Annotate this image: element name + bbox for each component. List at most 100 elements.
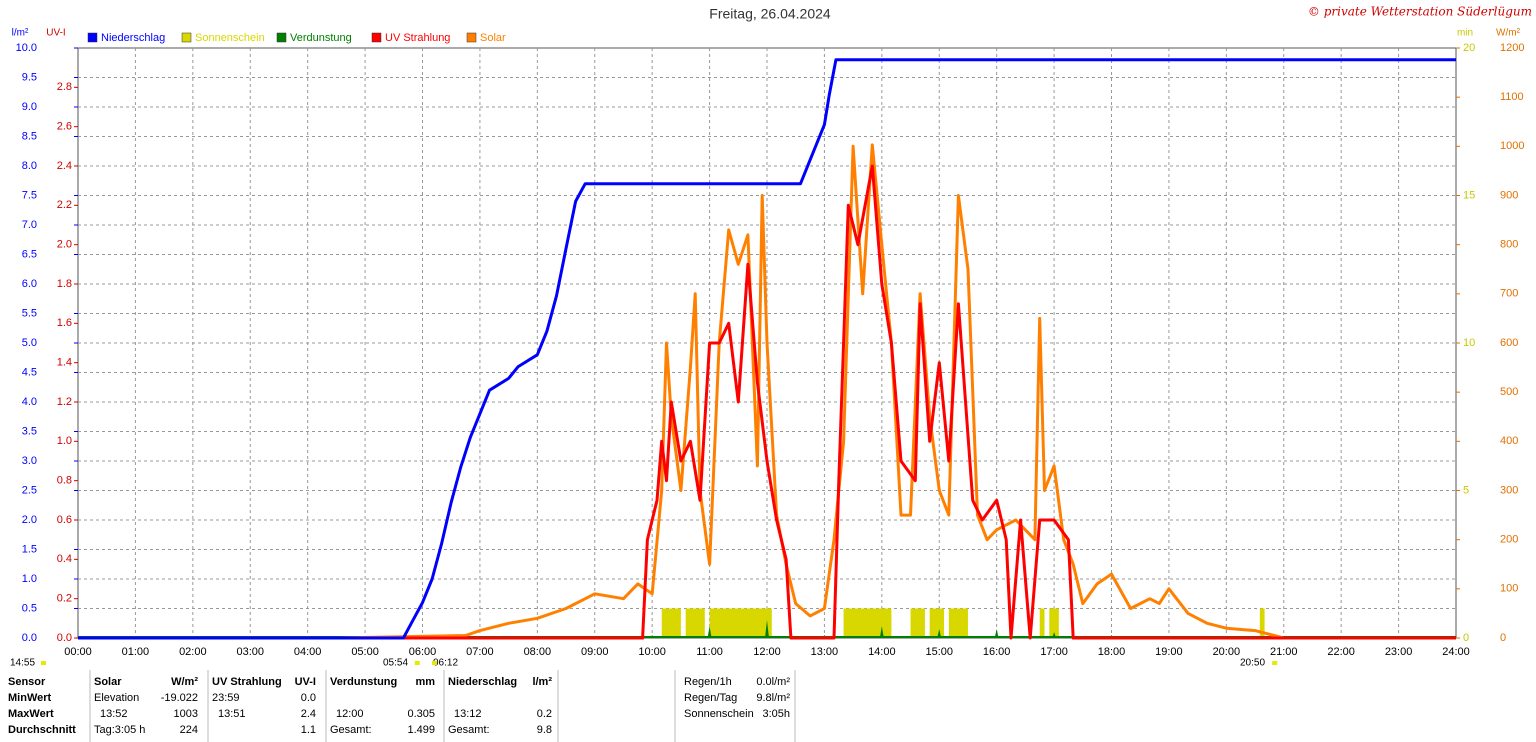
x-tick-label: 19:00 — [1155, 646, 1183, 658]
legend-swatch — [276, 32, 287, 43]
evaporation-spike — [937, 629, 942, 638]
y-tick-label: 1.6 — [57, 317, 72, 329]
y-tick-label: 300 — [1500, 484, 1518, 496]
cell: 13:12 — [454, 708, 482, 720]
chart-title: Freitag, 26.04.2024 — [709, 6, 831, 22]
row-label: MaxWert — [8, 708, 54, 720]
x-tick-label: 05:00 — [351, 646, 379, 658]
y-tick-label: 7.0 — [22, 219, 37, 231]
y-tick-label: 0.8 — [57, 475, 72, 487]
cell-value: 224 — [180, 724, 198, 736]
sun-marker — [431, 661, 437, 665]
y-tick-label: 800 — [1500, 239, 1518, 251]
evaporation-spike — [994, 629, 999, 638]
y-tick-label: 400 — [1500, 435, 1518, 447]
cell-value: 9.8 — [537, 724, 552, 736]
cell-value: 2.4 — [301, 708, 316, 720]
sunshine-bar — [1259, 608, 1265, 638]
y-tick-label: 1.2 — [57, 396, 72, 408]
y-tick-label: 5.5 — [22, 307, 37, 319]
y-tick-label: 1.4 — [57, 357, 72, 369]
x-tick-label: 17:00 — [1040, 646, 1068, 658]
x-tick-label: 02:00 — [179, 646, 207, 658]
evaporation-spike — [1052, 632, 1057, 638]
cell-value: 1.499 — [407, 724, 435, 736]
cell-value: 0.2 — [537, 708, 552, 720]
y-tick-label: 6.0 — [22, 278, 37, 290]
y-tick-label: 2.0 — [22, 514, 37, 526]
legend-swatch — [181, 32, 192, 43]
y-tick-label: 0.5 — [22, 602, 37, 614]
y-tick-label: 0.6 — [57, 514, 72, 526]
axis-unit: UV-I — [46, 28, 65, 39]
y-tick-label: 2.5 — [22, 484, 37, 496]
x-tick-label: 01:00 — [122, 646, 150, 658]
legend-swatch — [371, 32, 382, 43]
x-tick-label: 23:00 — [1385, 646, 1413, 658]
x-tick-label: 24:00 — [1442, 646, 1470, 658]
sunshine-bar — [910, 608, 925, 638]
x-tick-label: 10:00 — [638, 646, 666, 658]
y-tick-label: 3.5 — [22, 425, 37, 437]
group-unit: W/m² — [171, 676, 198, 688]
y-tick-label: 4.5 — [22, 366, 37, 378]
y-tick-label: 1.8 — [57, 278, 72, 290]
y-tick-label: 0 — [1463, 632, 1469, 644]
y-tick-label: 2.6 — [57, 121, 72, 133]
x-tick-label: 22:00 — [1327, 646, 1355, 658]
y-tick-label: 1.0 — [57, 435, 72, 447]
evaporation-spike — [879, 626, 884, 638]
group-title: Niederschlag — [448, 676, 517, 688]
sunshine-bar — [929, 608, 945, 638]
sun-marker — [1272, 661, 1278, 665]
y-tick-label: 600 — [1500, 337, 1518, 349]
y-tick-label: 15 — [1463, 189, 1475, 201]
cell: 23:59 — [212, 692, 240, 704]
cell-value: 0.0 — [301, 692, 316, 704]
summary-label: Sonnenschein — [684, 708, 754, 720]
cell: Tag:3:05 h — [94, 724, 145, 736]
y-tick-label: 8.0 — [22, 160, 37, 172]
x-tick-label: 12:00 — [753, 646, 781, 658]
x-tick-label: 00:00 — [64, 646, 92, 658]
group-unit: UV-I — [295, 676, 316, 688]
y-tick-label: 0.0 — [22, 632, 37, 644]
summary-value: 3:05h — [762, 708, 790, 720]
group-unit: l/m² — [532, 676, 552, 688]
x-tick-label: 16:00 — [983, 646, 1011, 658]
sun-time: 14:55 — [10, 658, 35, 669]
summary-value: 9.8l/m² — [756, 692, 790, 704]
y-tick-label: 0.4 — [57, 553, 72, 565]
y-tick-label: 2.2 — [57, 199, 72, 211]
y-tick-label: 6.5 — [22, 248, 37, 260]
y-tick-label: 3.0 — [22, 455, 37, 467]
legend-label: Solar — [480, 32, 506, 44]
y-tick-label: 0.0 — [57, 632, 72, 644]
sunshine-bar — [661, 608, 681, 638]
cell: Gesamt: — [448, 724, 490, 736]
y-tick-label: 1.5 — [22, 543, 37, 555]
x-tick-label: 03:00 — [236, 646, 264, 658]
x-tick-label: 14:00 — [868, 646, 896, 658]
axis-unit: l/m² — [12, 28, 29, 39]
cell-value: -19.022 — [161, 692, 198, 704]
x-tick-label: 18:00 — [1098, 646, 1126, 658]
x-tick-label: 06:00 — [409, 646, 437, 658]
sunshine-bar — [709, 608, 772, 638]
legend-swatch — [87, 32, 98, 43]
series-line — [336, 143, 1285, 640]
y-tick-label: 1000 — [1500, 140, 1524, 152]
summary-label: Regen/Tag — [684, 692, 737, 704]
y-tick-label: 500 — [1500, 386, 1518, 398]
y-tick-label: 2.0 — [57, 239, 72, 251]
legend-label: Sonnenschein — [195, 32, 265, 44]
y-tick-label: 5 — [1463, 484, 1469, 496]
series-line — [78, 58, 1456, 640]
sun-marker — [41, 661, 46, 665]
sun-marker — [414, 661, 420, 665]
cell-value: 0.305 — [407, 708, 435, 720]
cell-value: 1.1 — [301, 724, 316, 736]
y-tick-label: 0.2 — [57, 593, 72, 605]
credit: © private Wetterstation Süderlügum — [1308, 5, 1532, 19]
